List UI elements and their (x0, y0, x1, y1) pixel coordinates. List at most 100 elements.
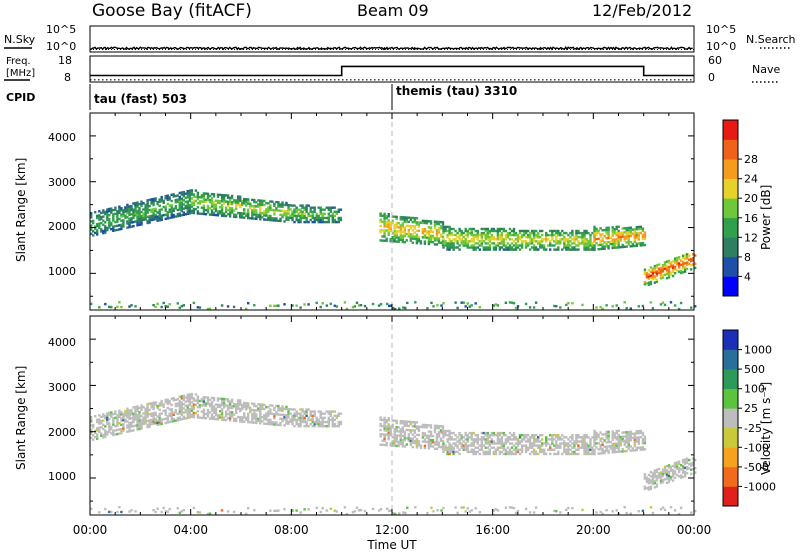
power-cell (454, 233, 457, 237)
velocity-cell (591, 450, 594, 454)
power-cell (575, 248, 578, 251)
velocity-cell (230, 415, 234, 418)
power-cell (539, 240, 542, 243)
velocity-cell (291, 414, 294, 417)
power-cell (625, 237, 628, 240)
power-cell (245, 204, 248, 207)
power-cell (150, 208, 153, 211)
power-cell (532, 233, 536, 237)
power-cell (152, 212, 155, 215)
power-cell (659, 303, 663, 306)
velocity-colorbar-cells (723, 330, 738, 507)
velocity-cell (605, 441, 608, 444)
power-cell (514, 244, 518, 247)
velocity-cell (142, 406, 145, 409)
power-cell (164, 195, 167, 198)
power-cell (188, 193, 192, 196)
velocity-cell (456, 446, 459, 449)
velocity-cell (647, 473, 651, 477)
velocity-cell (661, 506, 665, 509)
velocity-cell (504, 506, 508, 509)
power-cell (261, 203, 264, 207)
velocity-cell (241, 416, 244, 419)
power-cell (158, 204, 161, 207)
power-cell (92, 221, 95, 225)
velocity-cell (383, 433, 386, 436)
power-cell (593, 238, 596, 241)
power-cell (437, 220, 441, 224)
power-cell (591, 244, 594, 247)
power-cell (649, 266, 653, 269)
velocity-cell (315, 420, 318, 424)
velocity-cell (539, 434, 542, 437)
velocity-cell (299, 416, 302, 420)
velocity-cell (470, 444, 473, 447)
power-cell (319, 206, 322, 209)
power-cell (273, 208, 276, 212)
velocity-cell (565, 436, 568, 439)
power-cell (597, 243, 600, 247)
power-cell (677, 258, 681, 261)
power-cell (502, 242, 506, 245)
xtick-6: 00:00 (677, 523, 712, 537)
velocity-cell (601, 512, 604, 515)
velocity-cell (267, 418, 270, 421)
velocity-cell (667, 476, 671, 480)
power-cell (417, 221, 421, 224)
power-cell (593, 233, 596, 237)
velocity-cell (337, 412, 340, 415)
power-cell (164, 197, 167, 200)
velocity-cell (522, 444, 526, 447)
power-cell (138, 209, 141, 212)
power-cell (136, 209, 139, 213)
power-cell (464, 238, 467, 241)
velocity-cell (437, 445, 441, 449)
power-cell (251, 211, 254, 214)
power-cell (315, 301, 318, 305)
power-cell (337, 210, 340, 213)
power-cell (448, 231, 451, 235)
power-cell (480, 242, 483, 245)
power-cell (553, 233, 556, 237)
power-cell (470, 244, 473, 247)
velocity-cell (530, 444, 534, 447)
power-cell (429, 236, 433, 240)
velocity-cell (202, 396, 206, 399)
velocity-cell (555, 434, 558, 437)
power-cell (243, 200, 246, 203)
velocity-cell (649, 506, 653, 509)
velocity-cell (508, 438, 512, 441)
velocity-cell (673, 472, 677, 475)
power-cell (466, 242, 469, 245)
power-cell (124, 214, 127, 217)
velocity-cell (391, 423, 394, 426)
power-cell (486, 246, 489, 249)
velocity-cell (130, 423, 133, 426)
power-cell (128, 223, 131, 227)
power-cell (549, 244, 552, 247)
power-cell (581, 303, 584, 307)
velocity-cell (166, 400, 169, 403)
power-cell (202, 206, 206, 209)
velocity-cell (431, 434, 435, 438)
power-cell (257, 199, 260, 202)
velocity-cell (102, 415, 105, 418)
velocity-cell (273, 417, 276, 420)
velocity-cell (166, 398, 169, 401)
velocity-cell (629, 432, 632, 436)
power-cell (210, 211, 214, 214)
power-cell (435, 235, 439, 238)
velocity-cell (510, 442, 514, 445)
velocity-cell (482, 436, 485, 439)
power-cell (637, 305, 640, 308)
power-cell (446, 229, 449, 233)
velocity-cell (411, 420, 414, 424)
velocity-cell (625, 433, 628, 436)
power-cell (210, 192, 214, 196)
velocity-cell (220, 410, 224, 413)
velocity-cell (460, 446, 463, 449)
velocity-cell (446, 429, 449, 433)
velocity-cell (172, 411, 175, 414)
velocity-cell (156, 507, 159, 510)
power-cell (251, 209, 254, 212)
